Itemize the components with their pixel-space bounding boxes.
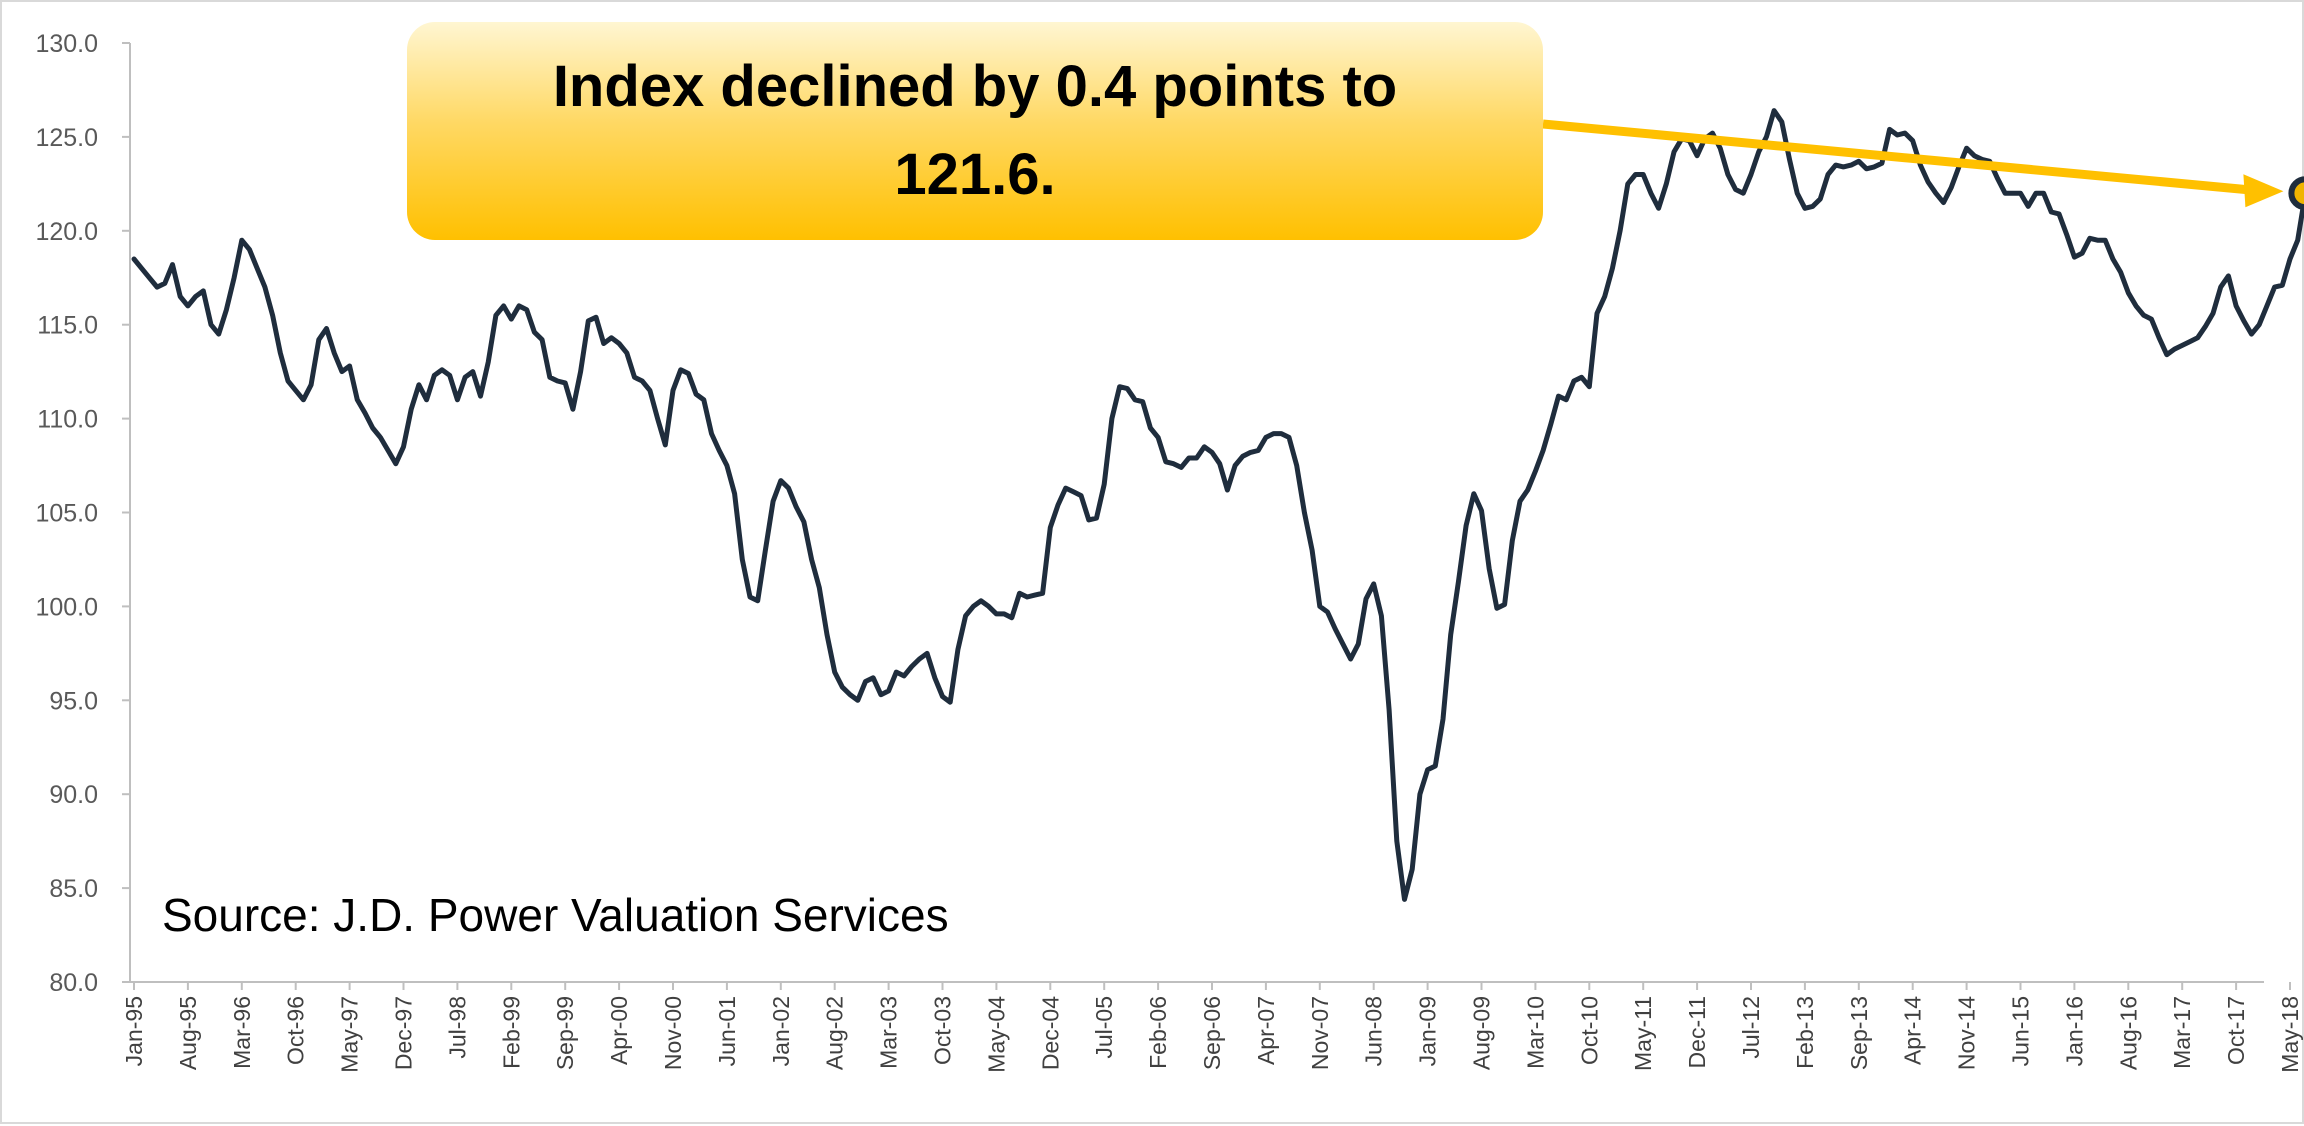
x-tick-label: Jun-15 (2008, 996, 2034, 1066)
series-line-index (131, 108, 2304, 902)
x-tick-label: Oct-03 (930, 996, 956, 1065)
x-tick-label: Sep-13 (1846, 996, 1872, 1070)
x-tick-label: Jul-12 (1738, 996, 1764, 1059)
y-tick-label: 130.0 (35, 30, 98, 58)
y-tick-label: 90.0 (49, 781, 98, 809)
callout-arrow (1542, 119, 2284, 208)
callout-box: Index declined by 0.4 points to 121.6. (407, 22, 1543, 240)
y-tick-label: 95.0 (49, 687, 98, 715)
x-tick-label: Aug-09 (1469, 996, 1495, 1070)
x-tick-label: May-18 (2277, 996, 2303, 1073)
source-note: Source: J.D. Power Valuation Services (162, 889, 949, 941)
x-tick-label: Mar-96 (229, 996, 255, 1069)
x-tick-label: Oct-96 (283, 996, 309, 1065)
x-tick-label: Jun-08 (1361, 996, 1387, 1066)
latest-value-marker (2288, 176, 2304, 211)
y-tick-label: 80.0 (49, 969, 98, 997)
x-tick-label: Jul-05 (1091, 996, 1117, 1059)
x-tick-label: Jan-95 (121, 996, 147, 1066)
x-tick-label: Dec-04 (1037, 996, 1063, 1070)
x-tick-label: Dec-97 (391, 996, 417, 1070)
x-tick-label: Feb-06 (1145, 996, 1171, 1069)
x-tick-label: Feb-13 (1792, 996, 1818, 1069)
y-tick-label: 120.0 (35, 218, 98, 246)
x-tick-label: Nov-07 (1307, 996, 1333, 1070)
x-tick-label: Jun-01 (714, 996, 740, 1066)
x-tick-label: Sep-06 (1199, 996, 1225, 1070)
x-tick-label: Apr-07 (1253, 996, 1279, 1065)
y-tick-label: 115.0 (37, 312, 98, 340)
y-tick-label: 85.0 (49, 875, 98, 903)
x-tick-label: Aug-02 (822, 996, 848, 1070)
callout-text: Index declined by 0.4 points to 121.6. (552, 54, 1398, 207)
y-tick-label: 125.0 (35, 124, 98, 152)
x-tick-label: Nov-00 (660, 996, 686, 1070)
x-tick-label: Jan-09 (1415, 996, 1441, 1066)
y-axis-ticks: 80.0 85.0 90.0 95.0 100.0 105.0 110.0 115.0 120.… (35, 30, 130, 997)
x-tick-label: Apr-00 (606, 996, 632, 1065)
x-tick-label: Mar-17 (2169, 996, 2195, 1069)
x-tick-label: Oct-10 (1576, 996, 1602, 1065)
x-tick-label: Oct-17 (2223, 996, 2249, 1065)
x-tick-label: May-04 (983, 996, 1009, 1073)
x-tick-label: Apr-14 (1900, 996, 1926, 1065)
x-axis-ticks: Jan-95 Aug-95 Mar-96 Oct-96 May-97 Dec-97 Jul-… (121, 982, 2303, 1073)
arrow-head (2243, 174, 2284, 208)
y-tick-label: 110.0 (37, 406, 98, 434)
x-tick-label: Jul-98 (444, 996, 470, 1059)
arrow-shaft (1542, 119, 2254, 195)
x-tick-label: Jan-16 (2061, 996, 2087, 1066)
x-tick-label: Sep-99 (552, 996, 578, 1070)
y-tick-label: 105.0 (35, 500, 98, 528)
x-tick-label: Mar-03 (876, 996, 902, 1069)
x-tick-label: Feb-99 (498, 996, 524, 1069)
x-tick-label: Dec-11 (1684, 996, 1710, 1068)
x-tick-label: Mar-10 (1522, 996, 1548, 1069)
x-tick-label: May-11 (1630, 996, 1656, 1071)
x-tick-label: Aug-16 (2115, 996, 2141, 1070)
x-tick-label: May-97 (337, 996, 363, 1073)
x-tick-label: Aug-95 (175, 996, 201, 1070)
x-tick-label: Jan-02 (768, 996, 794, 1066)
y-tick-label: 100.0 (35, 593, 98, 621)
x-tick-label: Nov-14 (1954, 996, 1980, 1070)
